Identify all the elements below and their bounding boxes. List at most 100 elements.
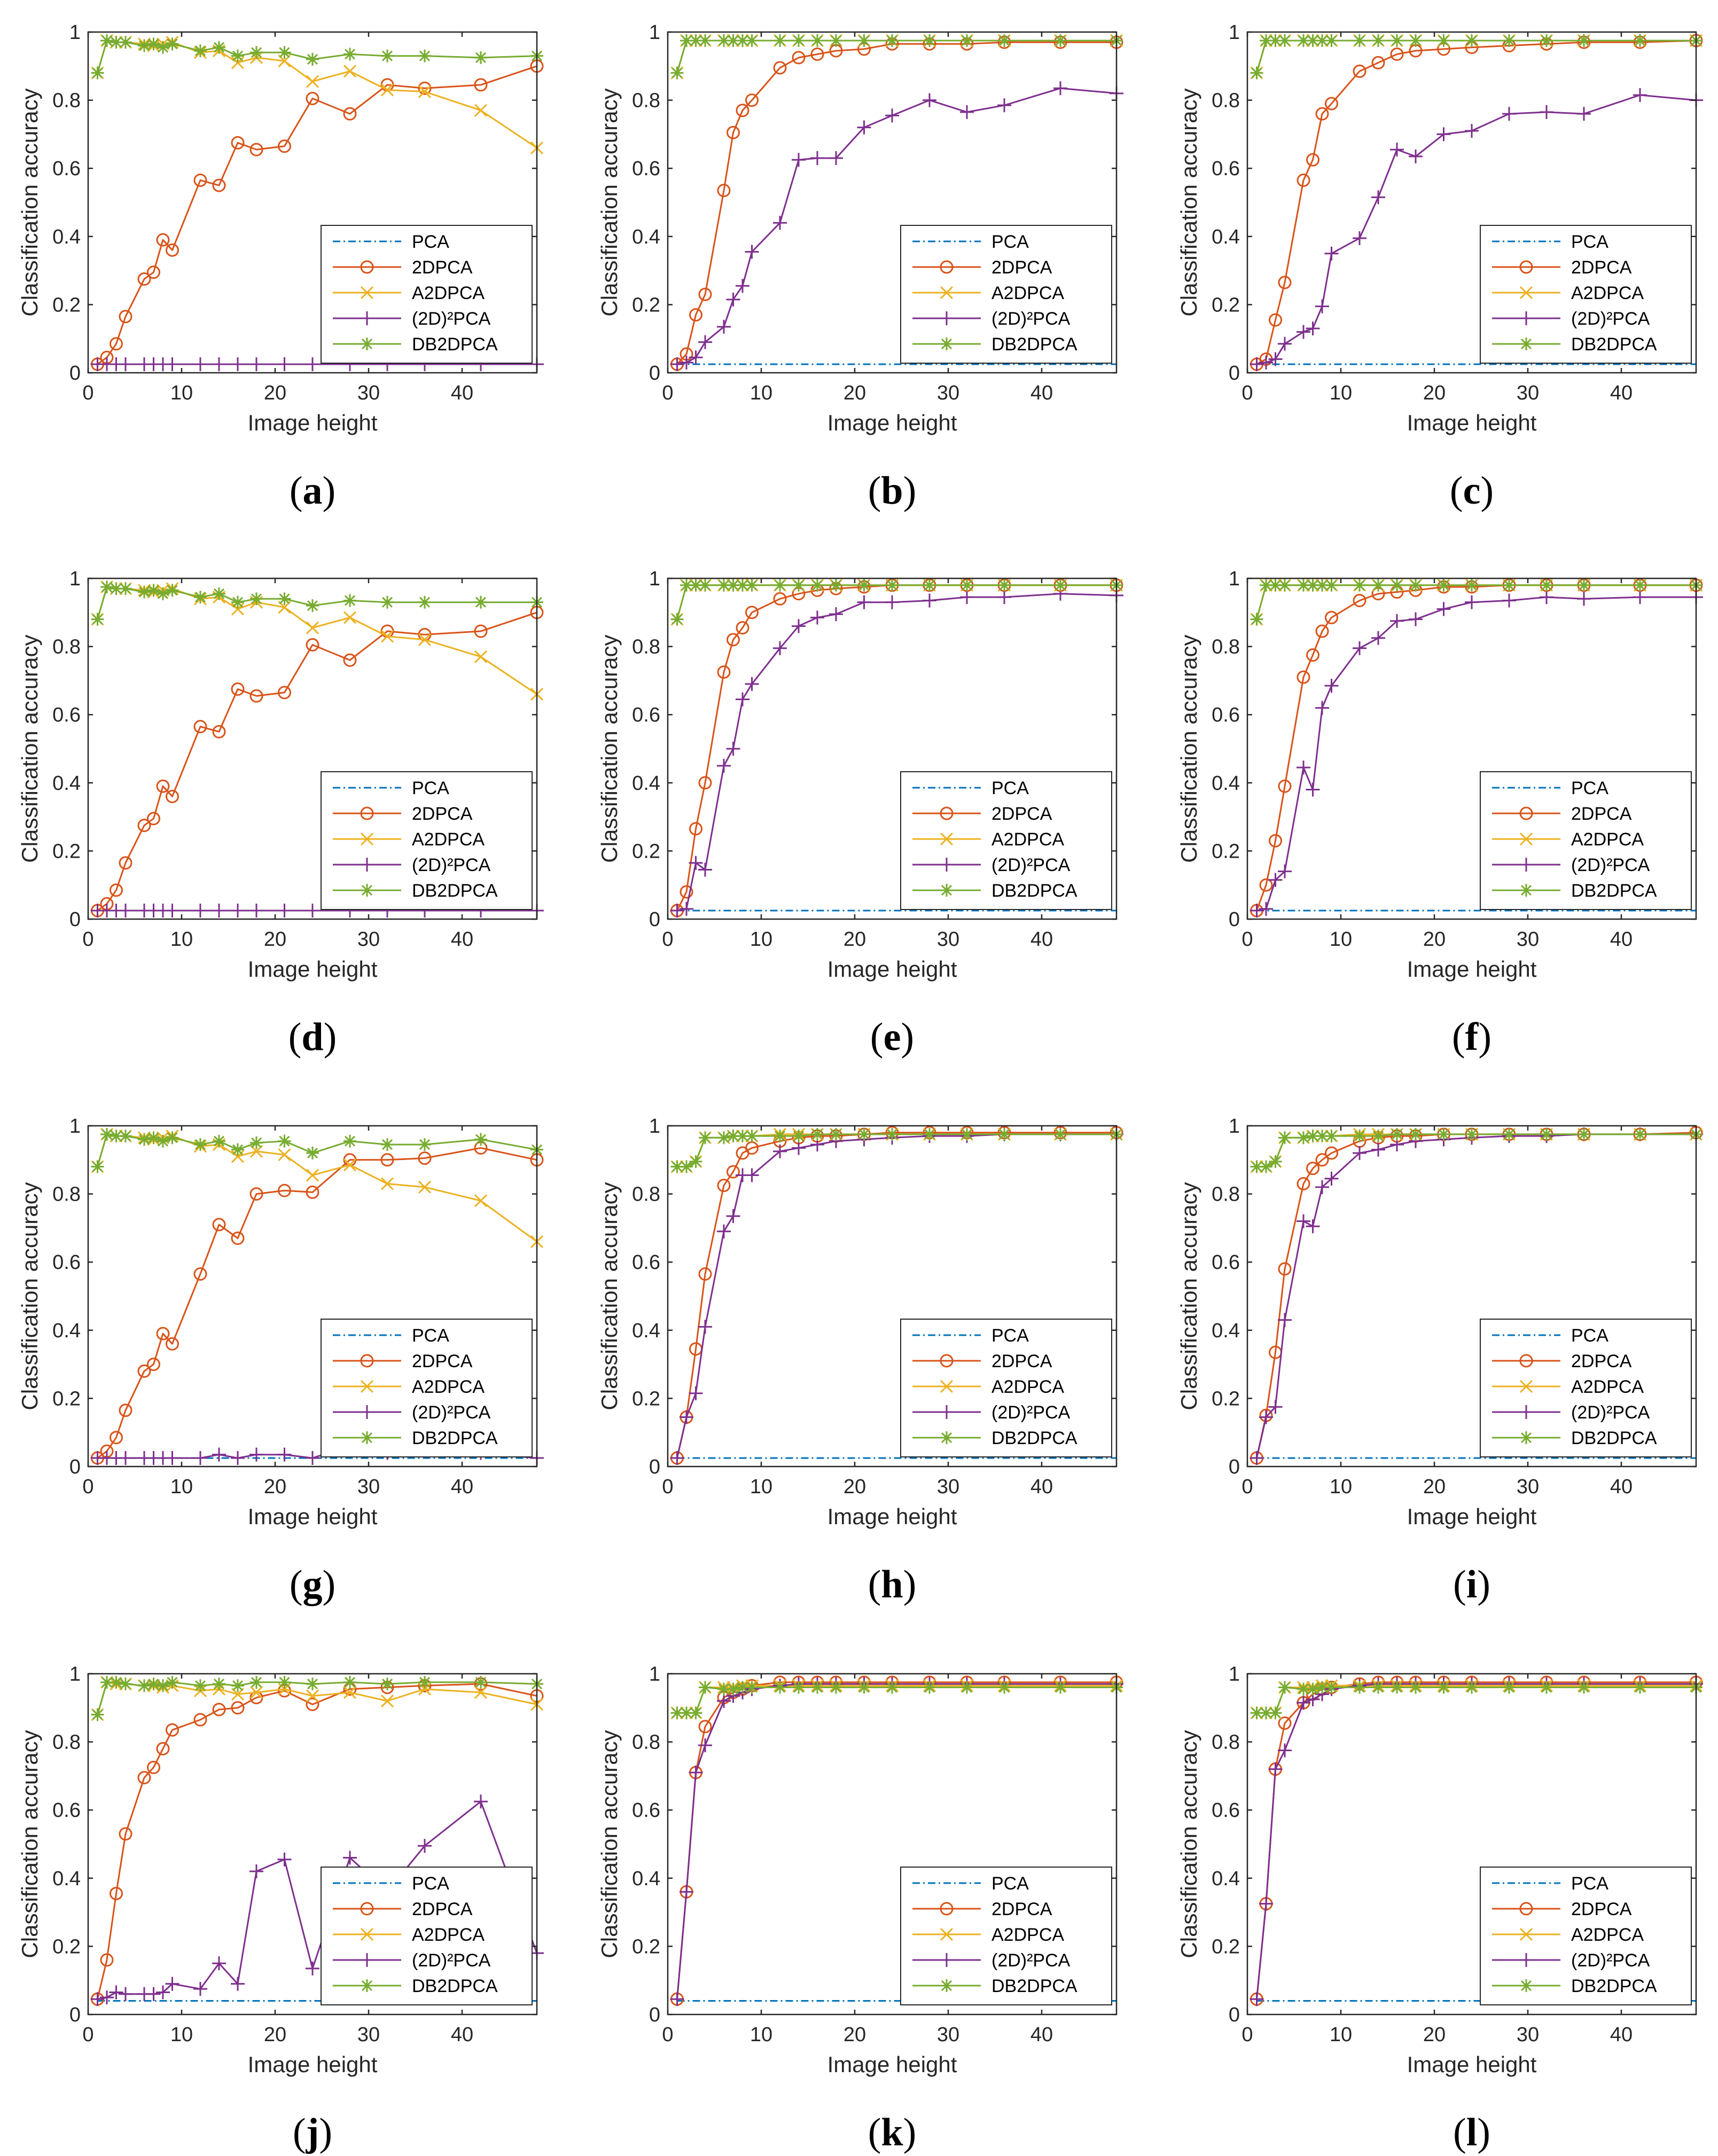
data-point <box>474 51 487 64</box>
x-tick-label: 30 <box>937 928 959 951</box>
data-point <box>157 41 169 54</box>
legend-marker <box>1519 1902 1533 1916</box>
data-point <box>1316 1681 1329 1694</box>
x-tick-label: 20 <box>1423 2024 1446 2046</box>
data-point <box>1436 127 1451 142</box>
data-point <box>474 104 488 117</box>
data-point <box>1297 578 1310 592</box>
y-tick-label: 0.4 <box>632 226 660 248</box>
data-point <box>1269 1155 1282 1168</box>
data-point <box>1250 1451 1264 1465</box>
caption-paren-open: ( <box>1453 1563 1466 1606</box>
data-point <box>792 1130 805 1143</box>
data-point <box>278 46 291 59</box>
data-point <box>745 606 759 620</box>
legend-label: 2DPCA <box>991 1899 1052 1919</box>
data-point <box>1278 336 1292 351</box>
x-tick-label: 0 <box>662 1476 673 1498</box>
caption-letter: d <box>301 1015 323 1059</box>
data-point <box>110 1431 123 1445</box>
data-point <box>1297 1696 1310 1710</box>
x-tick-label: 40 <box>1030 1476 1053 1498</box>
data-point <box>1278 276 1292 289</box>
y-tick-label: 0 <box>1229 1456 1240 1478</box>
x-tick-label: 30 <box>357 2024 380 2046</box>
data-point <box>923 1681 936 1694</box>
data-point <box>306 1185 319 1199</box>
legend-item-a2dpca: A2DPCA <box>912 283 1064 303</box>
data-point <box>277 1447 292 1462</box>
x-tick-label: 10 <box>750 382 772 404</box>
data-point <box>923 593 936 608</box>
data-point <box>1409 578 1422 592</box>
data-point <box>343 611 357 624</box>
x-tick-label: 20 <box>844 1476 866 1498</box>
x-tick-label: 30 <box>1517 2024 1539 2046</box>
legend-label: (2D)²PCA <box>991 1950 1071 1971</box>
data-point <box>689 1386 703 1400</box>
data-point <box>1325 97 1338 111</box>
data-point <box>998 34 1011 47</box>
y-tick-label: 0.4 <box>52 1320 81 1342</box>
data-point <box>857 595 871 609</box>
y-tick-label: 0.2 <box>1212 294 1240 316</box>
legend-marker <box>940 1354 954 1368</box>
data-point <box>110 883 123 897</box>
data-point <box>886 1681 899 1694</box>
data-point <box>1260 578 1272 592</box>
x-axis-title: Image height <box>248 1504 378 1529</box>
x-tick-label: 10 <box>1330 928 1352 951</box>
y-tick-label: 0.2 <box>52 1387 81 1410</box>
data-point <box>857 578 871 592</box>
data-point <box>1269 834 1282 848</box>
x-tick-label: 30 <box>357 1476 380 1498</box>
chart-panel-b: 0 10 20 30 40 0 0.2 0.4 0.6 0.8 1 Image height Class… <box>597 21 1123 513</box>
data-point <box>886 34 899 47</box>
legend-item-a2dpca: A2DPCA <box>912 1377 1064 1397</box>
caption-paren-close: ) <box>903 469 917 513</box>
data-point <box>792 1141 806 1155</box>
axes-box <box>667 577 1118 920</box>
data-point <box>1634 1681 1646 1694</box>
data-point <box>166 243 179 257</box>
y-tick-label: 0.8 <box>52 1183 81 1206</box>
legend-marker <box>1519 1379 1533 1393</box>
legend-item-pca: PCA <box>1492 778 1608 798</box>
data-point <box>717 184 731 198</box>
legend-item-2d2pca: (2D)²PCA <box>912 1950 1071 1971</box>
data-point <box>100 580 113 593</box>
legend-marker <box>360 1405 374 1419</box>
data-point <box>1278 1262 1292 1276</box>
legend-item-2d2pca: (2D)²PCA <box>1492 855 1650 875</box>
legend-marker <box>360 806 374 820</box>
data-point <box>147 1760 160 1774</box>
data-point <box>1259 1410 1273 1424</box>
data-point <box>1297 670 1310 684</box>
data-point <box>1465 124 1479 138</box>
data-point <box>156 1985 170 2000</box>
x-tick-label: 20 <box>844 382 866 404</box>
data-point <box>1278 864 1292 879</box>
chart-panel-l: 0 10 20 30 40 0 0.2 0.4 0.6 0.8 1 Image height Class… <box>1176 1663 1703 2154</box>
caption-paren-close: ) <box>1480 469 1494 513</box>
data-point <box>717 1694 731 1708</box>
legend-item-2dpca: 2DPCA <box>333 1351 473 1371</box>
data-point <box>474 78 488 92</box>
legend-item-a2dpca: A2DPCA <box>333 1377 485 1397</box>
legend-marker <box>361 884 373 897</box>
data-point <box>418 1675 431 1689</box>
data-point <box>1353 34 1366 47</box>
data-point <box>110 337 123 351</box>
data-point <box>717 319 731 334</box>
chart-panel-j: 0 10 20 30 40 0 0.2 0.4 0.6 0.8 1 Image height Class… <box>17 1663 544 2154</box>
data-point <box>717 665 731 679</box>
x-tick-label: 30 <box>1517 1476 1539 1498</box>
data-point <box>745 1130 759 1143</box>
legend-label: A2DPCA <box>412 283 485 303</box>
x-tick-label: 40 <box>1030 2024 1053 2046</box>
data-point <box>810 151 824 166</box>
y-tick-label: 0.2 <box>52 294 81 316</box>
series-2d2pca <box>670 81 1123 372</box>
data-point <box>306 357 319 372</box>
data-point <box>1353 231 1366 245</box>
